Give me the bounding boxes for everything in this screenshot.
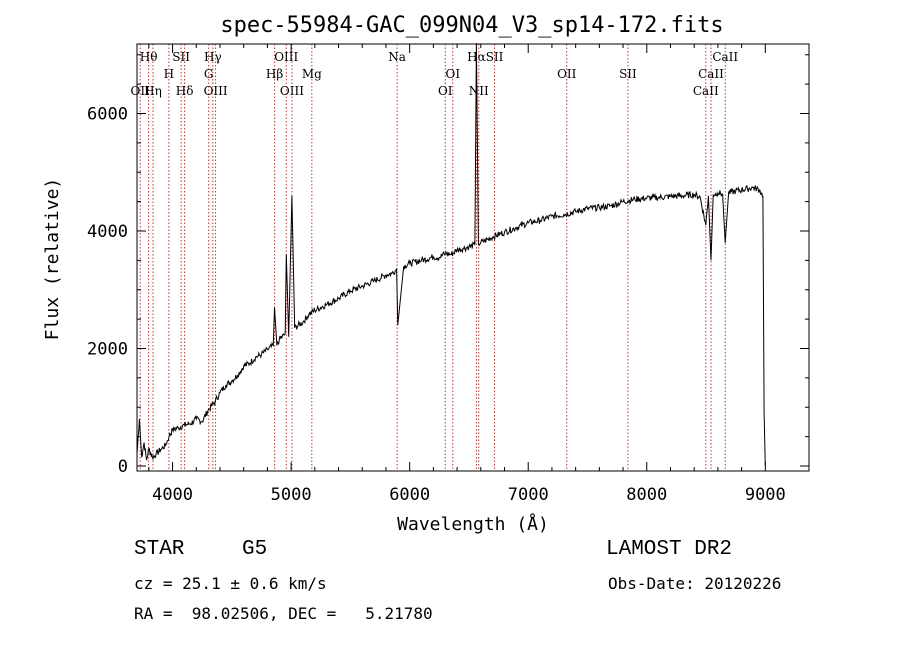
line-label-22: CaII [698,67,724,81]
object-subclass: G5 [242,538,268,561]
observation-date: Obs-Date: 20120226 [608,574,782,593]
redshift-value: cz = 25.1 ± 0.6 km/s [134,574,327,593]
line-label-21: CaII [712,50,738,64]
x-axis-label: Wavelength (Å) [397,513,549,535]
line-label-1: OII [131,84,151,98]
y-axis-label: Flux (relative) [42,178,63,341]
chart-title: spec-55984-GAC_099N04_V3_sp14-172.fits [220,13,723,38]
line-label-3: SII [172,50,190,64]
x-tick-label-8000: 8000 [626,485,667,505]
line-label-13: Na [388,50,406,64]
x-tick-label-4000: 4000 [152,485,193,505]
line-label-4: H [164,67,174,81]
object-class: STAR [134,538,185,561]
x-axis: 4000 5000 6000 7000 8000 9000 [148,44,786,505]
survey-name: LAMOST DR2 [606,538,733,561]
y-tick-label-0: 0 [118,457,128,477]
line-label-7: G [204,67,214,81]
line-label-10: Hβ [266,67,283,81]
line-label-19: OII [557,67,577,81]
y-tick-label-6000: 6000 [87,105,128,125]
line-label-18: NII [469,84,489,98]
line-label-15: OI [438,84,453,98]
line-label-0: Hθ [140,50,158,64]
y-axis: 0 2000 4000 6000 [87,54,809,477]
spectrum-series [136,42,766,467]
line-label-11: Mg [302,67,322,81]
line-label-14: OI [446,67,461,81]
line-label-8: OIII [204,84,228,98]
y-tick-label-4000: 4000 [87,222,128,242]
line-label-23: CaII [693,84,719,98]
x-tick-label-9000: 9000 [745,485,786,505]
line-label-20: SII [619,67,637,81]
line-label-9: OIII [274,50,298,64]
line-label-17: SII [486,50,504,64]
coordinates: RA = 98.02506, DEC = 5.21780 [134,604,433,623]
line-label-6: Hγ [204,50,222,64]
x-tick-label-6000: 6000 [389,485,430,505]
line-label-12: OIII [280,84,304,98]
y-tick-label-2000: 2000 [87,340,128,360]
spectrum-line [136,42,766,467]
plot-frame [136,43,810,472]
x-tick-label-7000: 7000 [508,485,549,505]
line-label-5: Hδ [176,84,194,98]
line-label-2: Hη [144,84,162,98]
x-tick-label-5000: 5000 [271,485,312,505]
